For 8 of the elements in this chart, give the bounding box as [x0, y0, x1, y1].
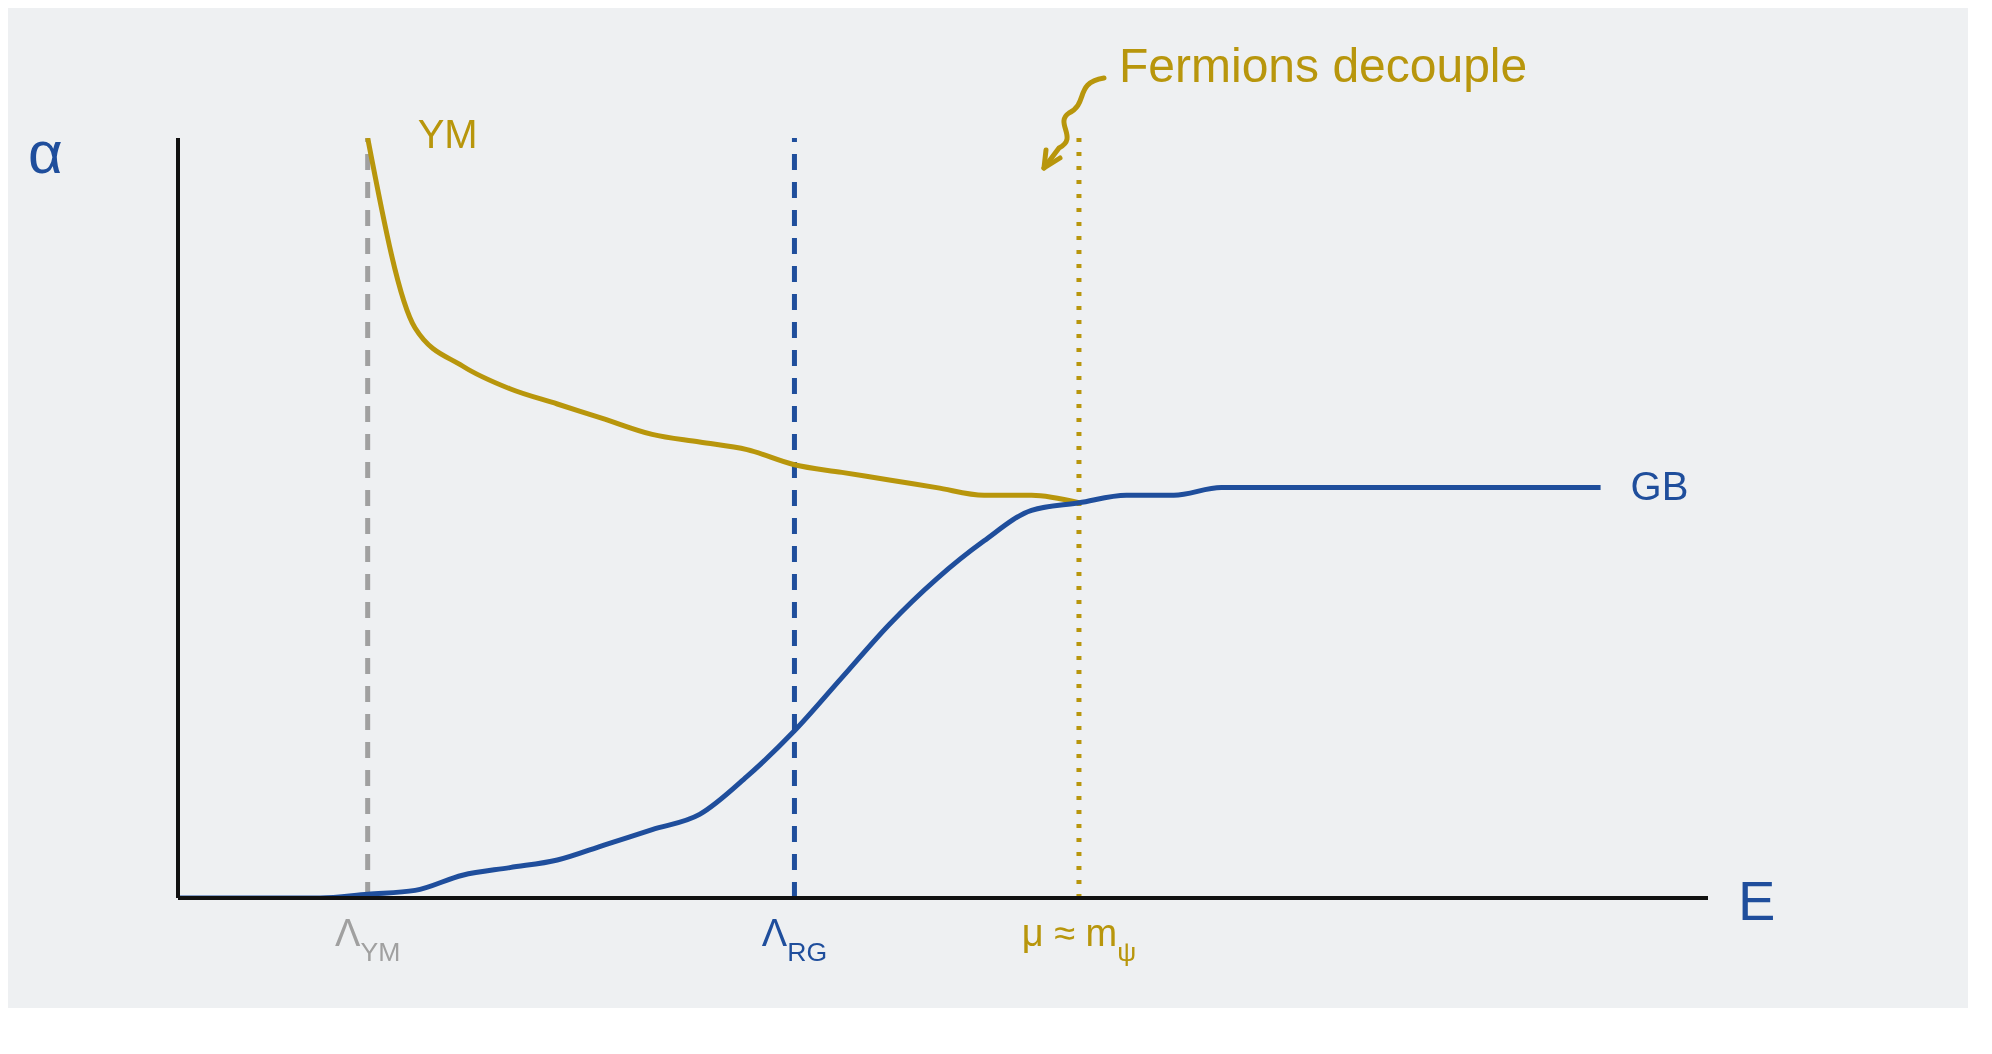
x-tick-label: μ ≈ m$_{ψ}$	[1021, 912, 1137, 967]
x-tick-label: Λ$_{RG}$	[761, 912, 828, 967]
y-axis-title: α	[28, 118, 63, 187]
x-axis-title: E	[1738, 868, 1776, 933]
text: Fermions decouple	[1119, 38, 1528, 93]
x-tick-label: Λ$_{YM}$	[335, 912, 401, 967]
series-label: YM	[417, 112, 478, 156]
series-label: GB	[1630, 463, 1689, 508]
